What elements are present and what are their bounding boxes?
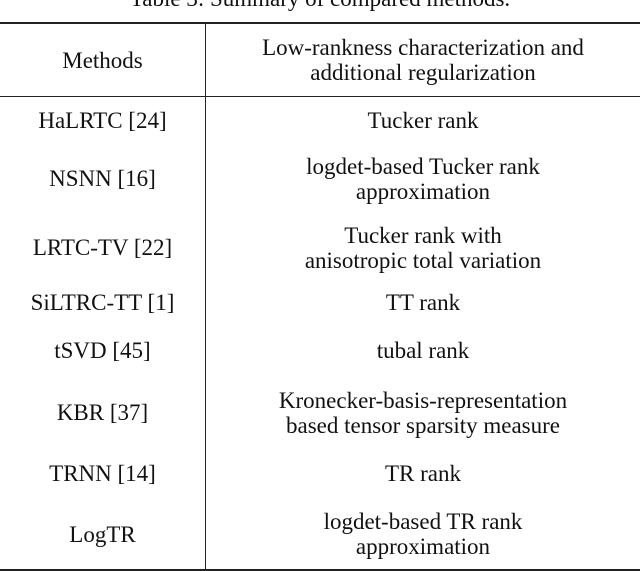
table-row: TRNN [14]TR rank	[0, 448, 640, 500]
description-line: Tucker rank with	[206, 223, 640, 248]
description-line: additional regularization	[206, 60, 640, 85]
table-row: HaLRTC [24]Tucker rank	[0, 97, 640, 144]
description-cell: TR rank	[206, 448, 640, 500]
method-cell: tSVD [45]	[0, 324, 206, 378]
description-line: approximation	[206, 534, 640, 559]
description-line: TR rank	[206, 461, 640, 486]
method-cell: KBR [37]	[0, 378, 206, 448]
description-cell: TT rank	[206, 282, 640, 324]
description-line: logdet-based Tucker rank	[206, 154, 640, 179]
method-cell: TRNN [14]	[0, 448, 206, 500]
description-line: tubal rank	[206, 338, 640, 363]
method-cell: NSNN [16]	[0, 144, 206, 214]
description-line: Tucker rank	[206, 108, 640, 133]
description-cell: tubal rank	[206, 324, 640, 378]
method-cell: LRTC-TV [22]	[0, 214, 206, 282]
description-line: anisotropic total variation	[206, 248, 640, 273]
description-line: TT rank	[206, 290, 640, 315]
description-line: logdet-based TR rank	[206, 509, 640, 534]
table-row: SiLTRC-TT [1]TT rank	[0, 282, 640, 324]
description-cell: Tucker rank	[206, 97, 640, 144]
table-caption: Table 3: Summary of compared methods.	[0, 0, 640, 12]
method-cell: HaLRTC [24]	[0, 97, 206, 144]
description-line: Low-rankness characterization and	[206, 35, 640, 60]
description-line: approximation	[206, 179, 640, 204]
table-row: tSVD [45]tubal rank	[0, 324, 640, 378]
method-cell: Methods	[0, 23, 206, 97]
description-line: Kronecker-basis-representation	[206, 388, 640, 413]
method-cell: SiLTRC-TT [1]	[0, 282, 206, 324]
description-line: based tensor sparsity measure	[206, 413, 640, 438]
method-cell: LogTR	[0, 500, 206, 570]
